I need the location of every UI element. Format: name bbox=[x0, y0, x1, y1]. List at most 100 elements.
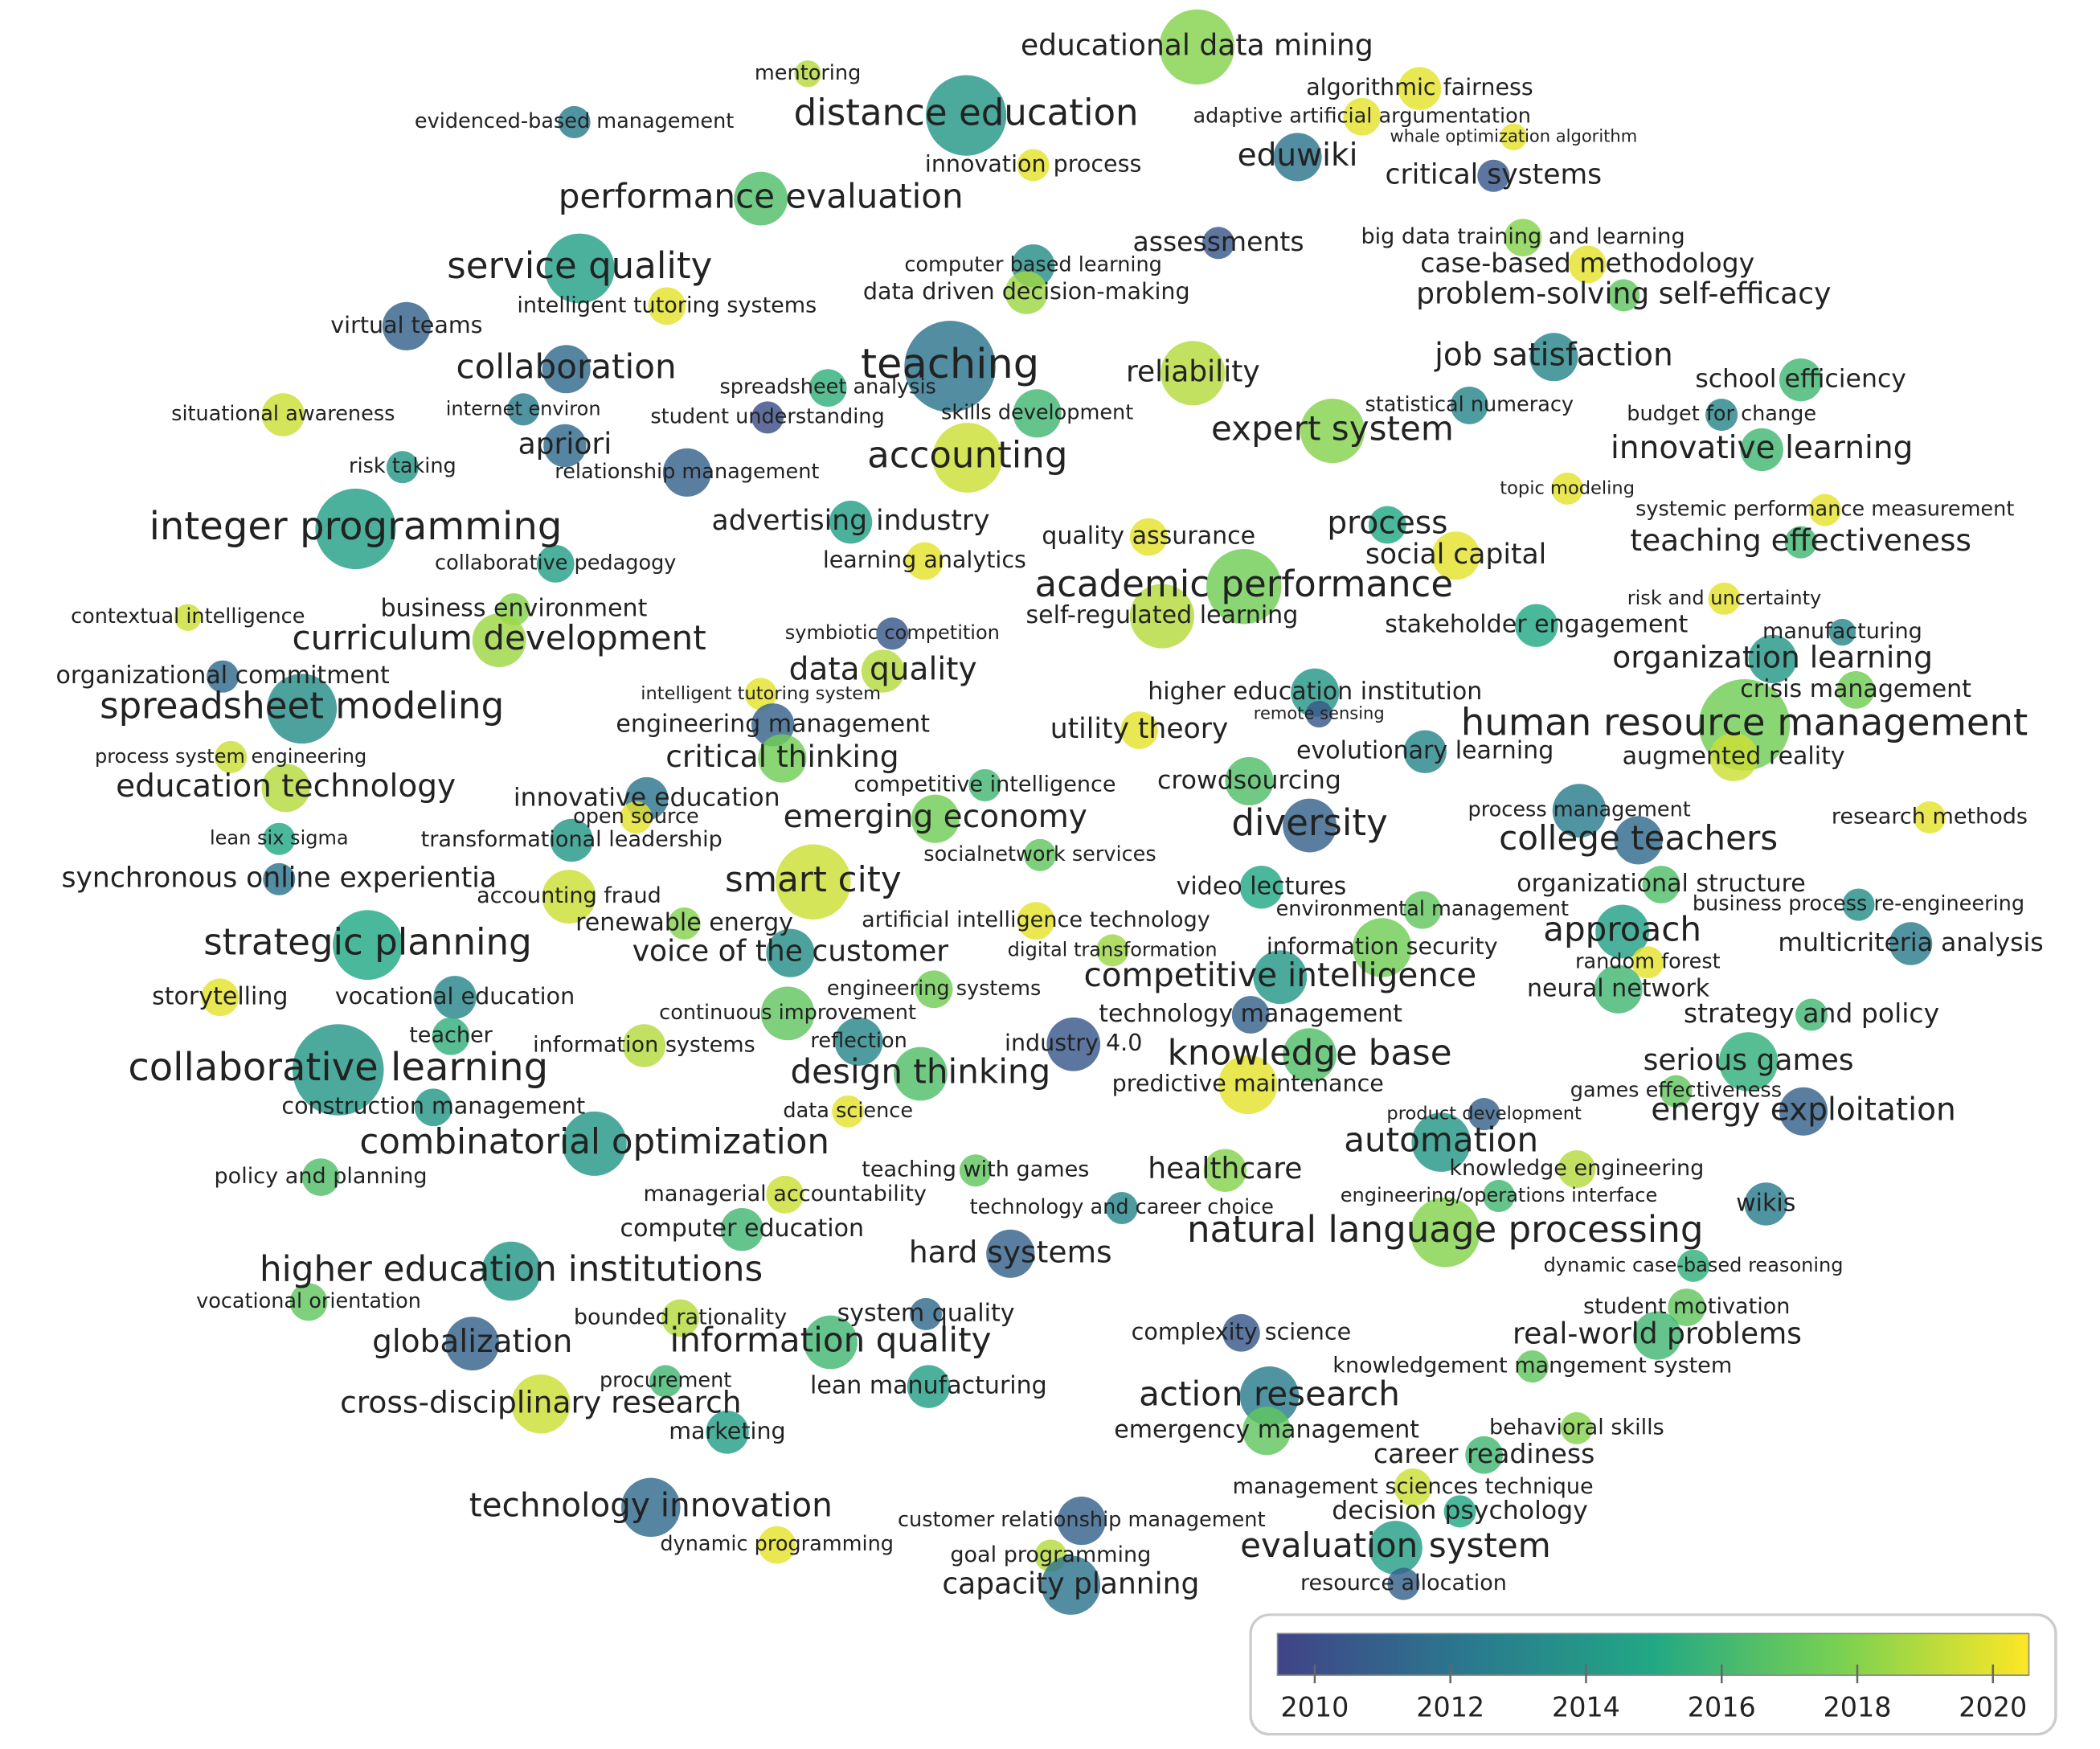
node-label: topic modeling bbox=[1500, 477, 1635, 498]
node-label: cross-disciplinary research bbox=[340, 1384, 741, 1419]
node-bubble bbox=[1387, 1567, 1420, 1600]
node-label: smart city bbox=[725, 860, 902, 900]
node-bubble bbox=[1477, 159, 1510, 192]
node-bubble bbox=[1500, 123, 1528, 151]
node-bubble bbox=[706, 1411, 749, 1454]
node-label: crisis management bbox=[1740, 675, 1971, 703]
node-bubble bbox=[986, 1229, 1035, 1278]
node-label: product development bbox=[1386, 1104, 1582, 1124]
node-label: performance evaluation bbox=[559, 177, 964, 216]
node-bubble bbox=[1017, 149, 1050, 182]
node-label: spreadsheet analysis bbox=[719, 375, 935, 399]
node-bubble bbox=[1889, 922, 1933, 965]
node-bubble bbox=[1744, 1182, 1787, 1226]
node-bubble bbox=[915, 970, 953, 1009]
node-label: evidenced-based management bbox=[415, 109, 734, 133]
node-label: innovation process bbox=[925, 150, 1141, 177]
node-label: budget for change bbox=[1627, 402, 1816, 426]
node-label: open source bbox=[573, 805, 699, 829]
node-label: adaptive artificial argumentation bbox=[1193, 104, 1530, 128]
node-label: strategy and policy bbox=[1684, 997, 1939, 1029]
node-bubble bbox=[301, 1158, 340, 1196]
node-label: healthcare bbox=[1148, 1152, 1302, 1186]
tick-label: 2018 bbox=[1824, 1691, 1892, 1722]
node-label: random forest bbox=[1575, 949, 1721, 973]
node-bubble bbox=[1718, 1032, 1779, 1092]
node-bubble bbox=[1253, 950, 1308, 1005]
node-label: behavioral skills bbox=[1489, 1415, 1664, 1440]
node-bubble bbox=[1273, 133, 1322, 182]
node-label: contextual intelligence bbox=[71, 604, 305, 629]
node-bubble bbox=[876, 617, 909, 650]
node-bubble bbox=[829, 500, 873, 544]
node-bubble bbox=[1708, 582, 1741, 615]
node-label: artificial intelligence technology bbox=[862, 907, 1210, 932]
node-label: emergency management bbox=[1114, 1416, 1419, 1444]
node-label: video lectures bbox=[1177, 872, 1347, 900]
node-label: relationship management bbox=[555, 460, 819, 484]
node-bubble bbox=[720, 1207, 764, 1251]
node-bubble bbox=[758, 734, 807, 783]
node-bubble bbox=[1161, 341, 1226, 406]
node-label: multicriteria analysis bbox=[1778, 928, 2043, 957]
node-bubble bbox=[1159, 9, 1235, 85]
node-bubble bbox=[1343, 97, 1382, 136]
node-label: spreadsheet modeling bbox=[100, 685, 504, 727]
node-label: energy exploitation bbox=[1651, 1092, 1955, 1128]
node-label: research methods bbox=[1832, 805, 2028, 829]
node-bubble bbox=[668, 907, 701, 940]
node-label: synchronous online experientia bbox=[62, 862, 497, 894]
node-bubble bbox=[1642, 866, 1680, 903]
node-label: decision psychology bbox=[1332, 1496, 1588, 1525]
node-label: natural language processing bbox=[1187, 1208, 1704, 1251]
node-label: automation bbox=[1344, 1120, 1538, 1160]
node-bubble bbox=[1482, 1179, 1516, 1213]
node-label: reflection bbox=[810, 1029, 907, 1053]
node-label: internet environ bbox=[446, 397, 601, 420]
node-bubble bbox=[543, 424, 587, 468]
node-bubble bbox=[1558, 1150, 1596, 1188]
node-label: transformational leadership bbox=[421, 827, 723, 852]
node-bubble bbox=[893, 1047, 948, 1101]
node-label: capacity planning bbox=[942, 1567, 1199, 1600]
node-label: quality assurance bbox=[1042, 522, 1255, 550]
node-label: systemic performance measurement bbox=[1635, 498, 2014, 522]
node-label: virtual teams bbox=[330, 311, 482, 338]
node-bubble bbox=[1202, 227, 1235, 260]
node-bubble bbox=[542, 870, 596, 924]
node-bubble bbox=[1203, 1149, 1247, 1192]
tick-label: 2020 bbox=[1959, 1691, 2027, 1722]
node-label: information security bbox=[1267, 932, 1498, 960]
node-label: wikis bbox=[1736, 1189, 1795, 1217]
node-bubble bbox=[1206, 549, 1282, 625]
node-label: accounting bbox=[867, 433, 1067, 476]
node-label: competitive intelligence bbox=[1083, 956, 1476, 994]
node-label: evaluation system bbox=[1240, 1526, 1551, 1565]
node-label: teacher bbox=[409, 1023, 493, 1048]
node-bubble bbox=[1096, 934, 1129, 967]
node-bubble bbox=[794, 60, 821, 88]
labels: mentoring educational data mining algorith… bbox=[56, 28, 2044, 1600]
node-label: neural network bbox=[1527, 974, 1710, 1002]
node-bubble bbox=[382, 301, 431, 350]
node-label: continuous improvement bbox=[659, 1001, 916, 1025]
node-bubble bbox=[1023, 838, 1057, 871]
node-label: strategic planning bbox=[203, 921, 532, 964]
node-label: higher education institution bbox=[1148, 678, 1482, 706]
node-bubble bbox=[445, 1317, 500, 1371]
node-label: technology management bbox=[1099, 1000, 1402, 1028]
node-bubble bbox=[386, 451, 419, 484]
node-bubble bbox=[861, 649, 905, 693]
node-label: career readiness bbox=[1373, 1438, 1594, 1469]
node-bubble bbox=[1225, 756, 1274, 805]
node-bubble bbox=[267, 674, 338, 744]
node-bubble bbox=[432, 1017, 470, 1055]
node-label: integer programming bbox=[149, 504, 563, 549]
node-bubble bbox=[1552, 784, 1607, 838]
node-label: college teachers bbox=[1499, 818, 1778, 858]
node-label: marketing bbox=[669, 1417, 785, 1444]
node-label: environmental management bbox=[1276, 897, 1569, 921]
node-bubble bbox=[766, 1175, 804, 1214]
node-label: approach bbox=[1543, 909, 1701, 948]
node-label: information quality bbox=[670, 1320, 992, 1359]
